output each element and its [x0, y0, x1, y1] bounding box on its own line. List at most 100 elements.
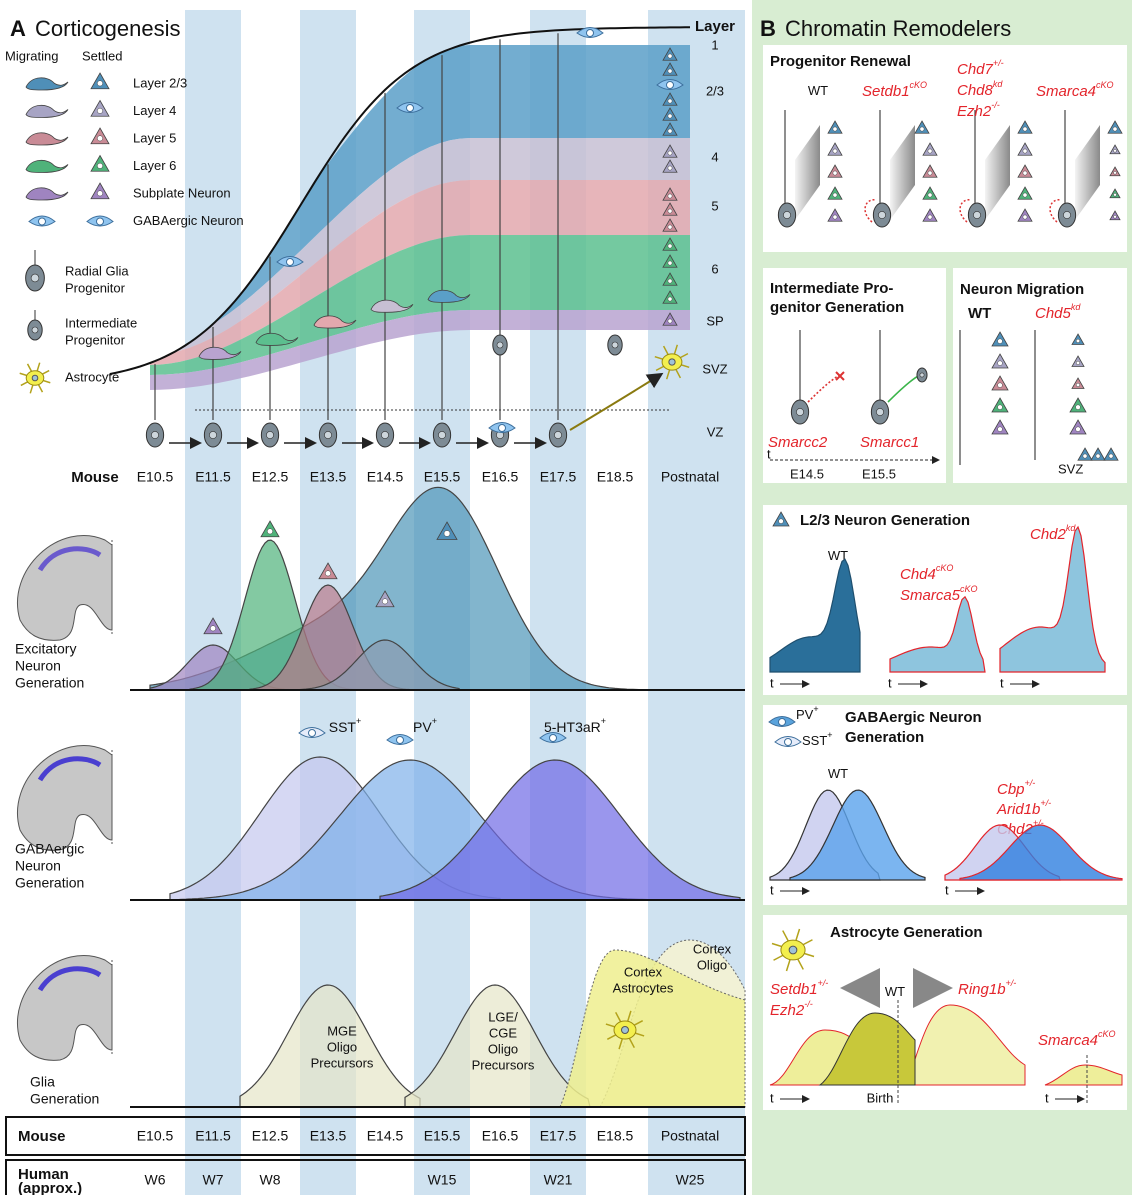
- label: Generation: [845, 729, 924, 746]
- label: Precursors: [472, 1057, 535, 1072]
- gene-name: Smarca4: [1036, 83, 1096, 100]
- nucleus: [1083, 454, 1087, 458]
- label: Migrating: [5, 48, 58, 63]
- label: E14.5: [790, 466, 824, 481]
- zone-label: VZ: [707, 424, 724, 439]
- nucleus: [97, 218, 104, 225]
- row-label: Mouse: [18, 1128, 66, 1145]
- label: Birth: [867, 1090, 894, 1105]
- label: genitor Generation: [770, 299, 904, 316]
- label: GABAergic: [15, 841, 84, 857]
- neuron-migrating: [26, 105, 68, 117]
- label: Intermediate: [65, 315, 137, 330]
- gene-superscript: +/-: [1006, 978, 1017, 988]
- nucleus: [1076, 361, 1080, 365]
- nucleus: [668, 279, 672, 283]
- nucleus: [39, 218, 46, 225]
- nucleus: [668, 114, 672, 118]
- stage-label: E13.5: [310, 1128, 347, 1144]
- nucleus: [668, 151, 672, 155]
- nucleus: [789, 946, 797, 954]
- label: Oligo: [327, 1039, 357, 1054]
- nucleus: [833, 193, 837, 197]
- nucleus: [668, 194, 672, 198]
- stage-label: E13.5: [310, 469, 347, 485]
- nucleus: [833, 215, 837, 219]
- label: Intermediate Pro-: [770, 280, 893, 297]
- nucleus: [796, 408, 803, 415]
- label: Corticogenesis: [35, 16, 181, 41]
- gene-label: WT: [808, 83, 828, 98]
- stage-label: E14.5: [367, 1128, 404, 1144]
- gene-name: Ezh2: [770, 1002, 805, 1019]
- label: Generation: [15, 875, 84, 891]
- label: Layer 6: [133, 158, 176, 173]
- nucleus: [1023, 149, 1027, 153]
- gene-superscript: kd: [993, 79, 1004, 89]
- zone-label: 5: [711, 198, 718, 213]
- nucleus: [151, 431, 158, 438]
- label: t: [1000, 675, 1004, 690]
- gene-name: Setdb1: [862, 83, 910, 100]
- nucleus: [973, 211, 980, 218]
- gene-label: WT: [968, 305, 991, 322]
- stage-label: E11.5: [195, 469, 231, 485]
- label: Neuron: [15, 858, 61, 874]
- stage-label: W15: [428, 1172, 457, 1188]
- label: SVZ: [1058, 461, 1083, 476]
- nucleus: [1023, 193, 1027, 197]
- gene-label: WT: [885, 984, 905, 999]
- label: Excitatory: [15, 641, 76, 657]
- gene-name: WT: [885, 984, 905, 999]
- nucleus: [668, 225, 672, 229]
- nucleus: [209, 431, 216, 438]
- label: Glia: [30, 1074, 55, 1090]
- gene-superscript: +: [356, 716, 361, 726]
- stage-label: E16.5: [482, 1128, 519, 1144]
- gene-superscript: kd: [1071, 302, 1082, 312]
- gene-name: SST: [802, 733, 827, 748]
- label: Progenitor: [65, 280, 126, 295]
- stage-label: Postnatal: [661, 1128, 719, 1144]
- nucleus: [878, 211, 885, 218]
- gene-name: Smarca5: [900, 587, 961, 604]
- nucleus: [668, 261, 672, 265]
- label: CGE: [489, 1025, 518, 1040]
- nucleus: [1023, 171, 1027, 175]
- gene-label: WT: [828, 766, 848, 781]
- gene-superscript: +: [827, 730, 832, 740]
- label: t: [770, 1090, 774, 1105]
- nucleus: [499, 425, 506, 432]
- label: Generation: [30, 1091, 99, 1107]
- nucleus: [833, 171, 837, 175]
- label: t: [770, 675, 774, 690]
- label: GABAergic Neuron: [845, 709, 982, 726]
- nucleus: [97, 191, 102, 196]
- nucleus: [1114, 171, 1117, 174]
- label: Astrocyte: [65, 369, 119, 384]
- nucleus: [554, 431, 561, 438]
- nucleus: [1076, 427, 1081, 432]
- gene-name: Chd7: [957, 61, 994, 78]
- label: Oligo: [697, 957, 727, 972]
- zone-label: Layer: [695, 18, 735, 35]
- panel-box: [953, 268, 1127, 483]
- gene-name: PV: [413, 719, 432, 735]
- gene-superscript: +: [813, 704, 818, 714]
- nucleus: [438, 431, 445, 438]
- gene-name: WT: [828, 766, 848, 781]
- nucleus: [1096, 454, 1100, 458]
- nucleus: [1114, 149, 1117, 152]
- stage-label: E15.5: [424, 469, 461, 485]
- gene-name: Setdb1: [770, 981, 818, 998]
- nucleus: [1063, 211, 1070, 218]
- label: Precursors: [311, 1055, 374, 1070]
- gene-superscript: -/-: [804, 999, 813, 1009]
- nucleus: [998, 383, 1003, 388]
- stage-label: W21: [544, 1172, 573, 1188]
- label: Settled: [82, 48, 122, 63]
- stage-label: E10.5: [137, 469, 174, 485]
- neuron-migrating: [26, 133, 68, 145]
- label: Layer 5: [133, 130, 176, 145]
- label: E15.5: [862, 466, 896, 481]
